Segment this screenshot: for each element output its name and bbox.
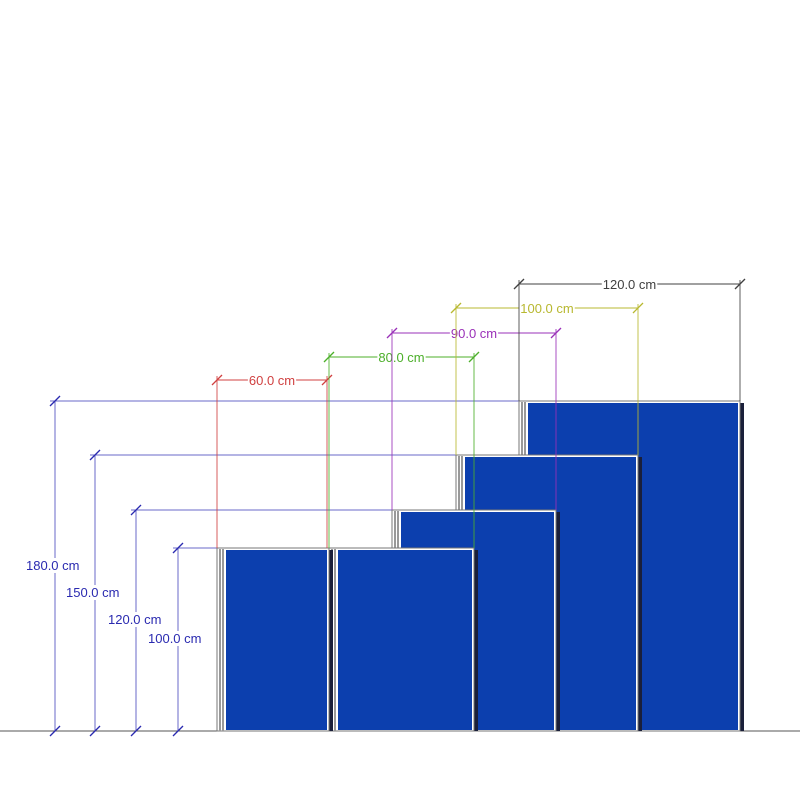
tick-mark xyxy=(386,327,398,339)
label-bg xyxy=(519,306,575,310)
label-bg xyxy=(601,282,658,286)
panel-shadow xyxy=(554,512,560,731)
width-dimension-5: 120.0 cm xyxy=(513,277,746,401)
tick-mark xyxy=(89,449,101,461)
label-bg xyxy=(25,558,81,573)
tick-mark xyxy=(734,278,746,290)
height-dimension-1: 180.0 cm xyxy=(25,395,519,737)
panel-shadow xyxy=(738,403,744,731)
height-dimension-2: 150.0 cm xyxy=(65,449,456,737)
tick-mark xyxy=(550,327,562,339)
panel-shadow xyxy=(472,550,478,731)
label-bg xyxy=(449,331,499,335)
tick-mark xyxy=(130,504,142,516)
tick-mark xyxy=(632,302,644,314)
width-label: 100.0 cm xyxy=(520,301,573,316)
width-label: 80.0 cm xyxy=(378,350,424,365)
panel-shadow xyxy=(327,550,333,731)
height-label: 100.0 cm xyxy=(148,631,201,646)
tick-mark xyxy=(513,278,525,290)
width-dimension-4: 100.0 cm xyxy=(450,301,644,455)
tick-mark xyxy=(89,725,101,737)
height-label: 180.0 cm xyxy=(26,558,79,573)
label-bg xyxy=(247,378,297,382)
tick-mark xyxy=(321,374,333,386)
label-bg xyxy=(147,631,203,646)
panel-shadow xyxy=(636,457,642,731)
height-label: 150.0 cm xyxy=(66,585,119,600)
tick-mark xyxy=(468,351,480,363)
display-panel-2 xyxy=(328,547,478,732)
display-panel-1 xyxy=(216,547,333,732)
tick-mark xyxy=(172,542,184,554)
panel-pole xyxy=(219,549,221,731)
height-dimension-3: 120.0 cm xyxy=(107,504,392,737)
tick-mark xyxy=(130,725,142,737)
tick-mark xyxy=(450,302,462,314)
width-dimension-3: 90.0 cm xyxy=(386,326,562,510)
panel-pole xyxy=(222,549,224,731)
label-bg xyxy=(377,355,426,359)
panel-fabric xyxy=(226,550,327,730)
tick-mark xyxy=(49,725,61,737)
width-dimension-1: 60.0 cm xyxy=(211,373,333,548)
width-label: 60.0 cm xyxy=(249,373,295,388)
width-dimension-2: 80.0 cm xyxy=(323,350,480,548)
panel-pole xyxy=(334,549,336,731)
label-bg xyxy=(107,612,163,627)
tick-mark xyxy=(211,374,223,386)
tick-mark xyxy=(323,351,335,363)
tick-mark xyxy=(172,725,184,737)
panel-fabric xyxy=(338,550,472,730)
height-label: 120.0 cm xyxy=(108,612,161,627)
height-dimension-4: 100.0 cm xyxy=(147,542,217,737)
label-bg xyxy=(65,585,121,600)
width-label: 90.0 cm xyxy=(451,326,497,341)
tick-mark xyxy=(49,395,61,407)
width-label: 120.0 cm xyxy=(603,277,656,292)
